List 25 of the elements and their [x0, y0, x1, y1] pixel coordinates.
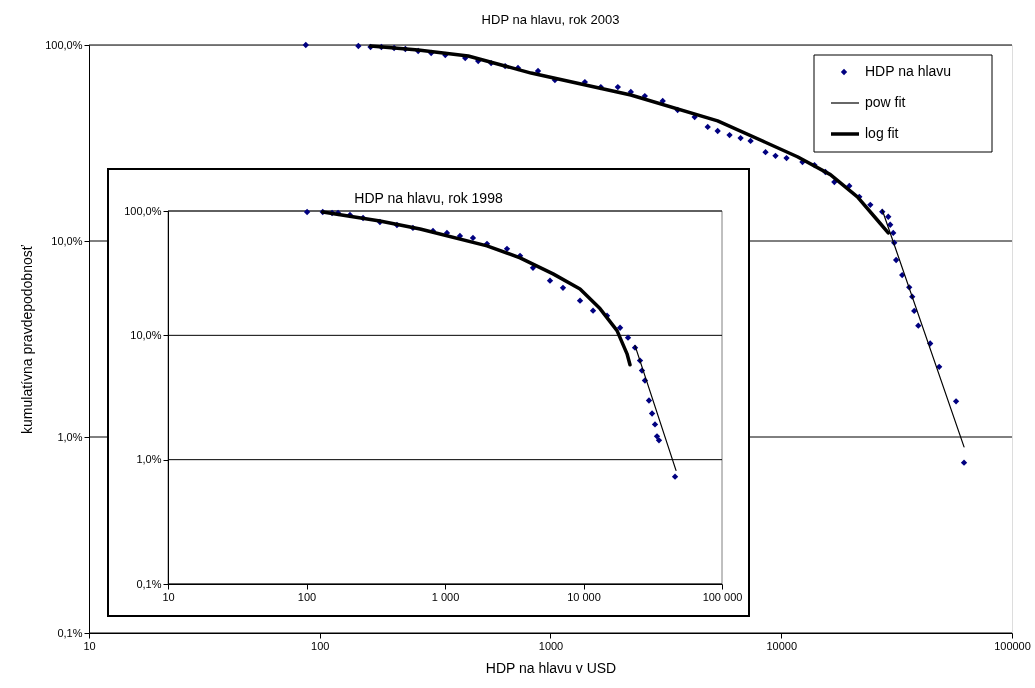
x-tick-label: 1000 [538, 639, 564, 652]
x-tick-label: 100 [311, 639, 330, 652]
x-tick-label: 100000 [994, 639, 1031, 652]
x-tick-label: 10 [162, 590, 175, 603]
y-axis-title: kumulatívna pravdepodobnosť [19, 244, 36, 434]
legend-label: pow fit [865, 94, 906, 110]
x-tick-label: 10 000 [567, 590, 601, 603]
x-tick-label: 1 000 [431, 590, 460, 603]
legend-label: log fit [865, 125, 899, 141]
y-tick-label: 10,0% [51, 234, 83, 247]
y-tick-label: 100,0% [124, 204, 162, 217]
y-tick-label: 1,0% [57, 430, 83, 443]
y-tick-label: 1,0% [136, 453, 162, 466]
legend-label: HDP na hlavu [865, 63, 952, 79]
x-axis-title: HDP na hlavu v USD [485, 659, 617, 676]
y-tick-label: 0,1% [57, 626, 83, 639]
y-tick-label: 100,0% [45, 38, 83, 51]
chart-title: HDP na hlavu, rok 1998 [354, 190, 503, 206]
chart-title: HDP na hlavu, rok 2003 [481, 12, 620, 27]
x-tick-label: 10000 [766, 639, 798, 652]
x-tick-label: 100 000 [702, 590, 743, 603]
y-tick-label: 10,0% [130, 328, 162, 341]
x-tick-label: 100 [297, 590, 317, 603]
x-tick-label: 10 [83, 639, 96, 652]
y-tick-label: 0,1% [136, 577, 162, 590]
